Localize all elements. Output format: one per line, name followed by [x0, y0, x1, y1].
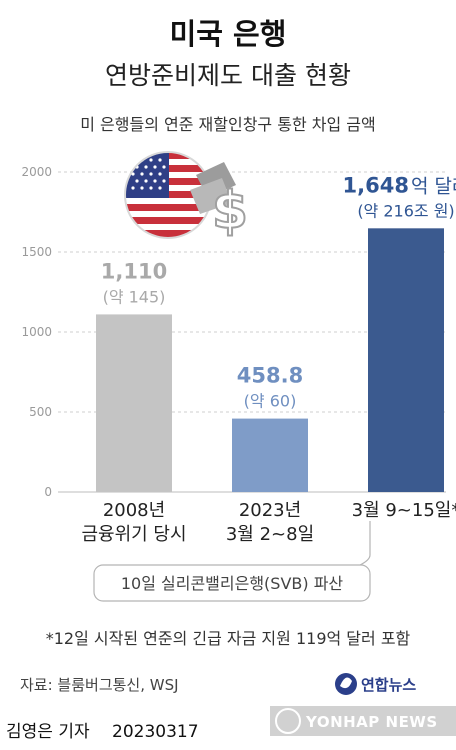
watermark-text: YONHAP NEWS	[305, 713, 438, 731]
x-tick-label: 3월 2~8일	[226, 524, 314, 545]
x-tick-label: 2008년	[103, 500, 165, 521]
x-tick-label: 금융위기 당시	[81, 524, 186, 545]
footnote: *12일 시작된 연준의 긴급 자금 지원 119억 달러 포함	[46, 629, 411, 648]
x-tick-label: 3월 9~15일*	[352, 500, 456, 521]
data-label: 458.8	[237, 364, 303, 388]
y-tick-label: 0	[44, 485, 52, 499]
y-tick-label: 1000	[21, 325, 52, 339]
data-sublabel: (약 60)	[244, 392, 297, 411]
logo-text: 연합뉴스	[361, 676, 416, 694]
y-axis-ticks: 0 500 1000 1500 2000	[21, 165, 52, 499]
chart-subtitle: 미 은행들의 연준 재할인창구 통한 차입 금액	[80, 115, 375, 134]
page-title-secondary: 연방준비제도 대출 현황	[105, 61, 351, 90]
reporter-name: 김영은 기자	[6, 722, 90, 742]
annotation-callout: 10일 실리콘밸리은행(SVB) 파산	[93, 521, 371, 602]
bar	[232, 418, 308, 492]
us-flag-icon	[124, 151, 212, 239]
y-tick-label: 2000	[21, 165, 52, 179]
bars	[96, 228, 444, 492]
publish-date: 20230317	[112, 722, 199, 742]
page-title: 미국 은행	[170, 17, 287, 51]
source-text: 자료: 블룸버그통신, WSJ	[20, 676, 179, 694]
svg-text:$: $	[212, 181, 248, 241]
data-label: 1,110	[101, 259, 167, 283]
watermark-icon	[275, 708, 301, 734]
y-tick-label: 500	[29, 405, 52, 419]
yonhap-logo-icon	[335, 673, 357, 695]
annotation-box	[93, 564, 371, 602]
data-sublabel: (약 216조 원)	[357, 201, 454, 220]
y-tick-label: 1500	[21, 245, 52, 259]
bar	[96, 314, 172, 492]
dollar-sign-icon: $	[190, 162, 249, 242]
annotation-text: 10일 실리콘밸리은행(SVB) 파산	[121, 574, 344, 593]
data-sublabel: (약 145)	[103, 287, 166, 306]
x-tick-label: 2023년	[239, 500, 301, 521]
bar	[368, 228, 444, 492]
